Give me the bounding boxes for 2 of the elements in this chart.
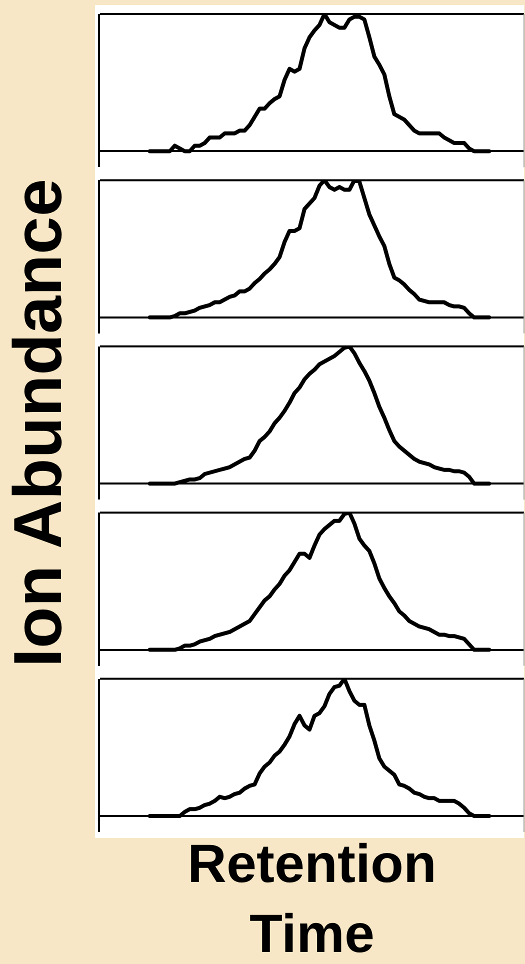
y-axis-title: Ion Abundance (0, 178, 76, 668)
x-axis-title: Retention Time (188, 834, 436, 964)
